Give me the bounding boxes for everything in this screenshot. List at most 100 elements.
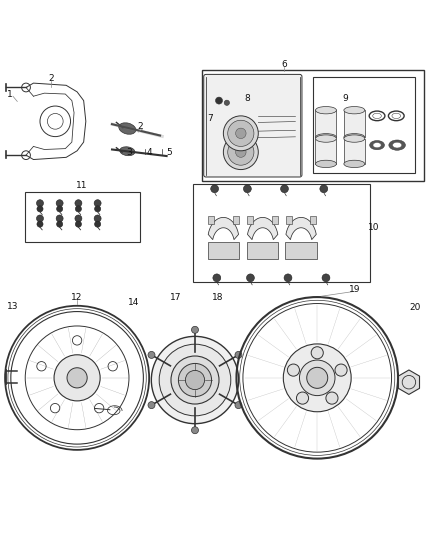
Text: 14: 14 bbox=[128, 298, 140, 307]
Circle shape bbox=[171, 356, 219, 404]
Circle shape bbox=[215, 97, 223, 104]
Circle shape bbox=[235, 402, 242, 409]
Ellipse shape bbox=[373, 113, 381, 118]
Circle shape bbox=[326, 392, 338, 404]
Circle shape bbox=[223, 135, 258, 169]
Bar bbox=[193, 183, 370, 282]
Circle shape bbox=[75, 215, 82, 222]
Ellipse shape bbox=[392, 113, 401, 118]
Bar bbox=[233, 215, 239, 224]
Circle shape bbox=[335, 364, 347, 376]
Polygon shape bbox=[286, 217, 316, 240]
FancyBboxPatch shape bbox=[204, 75, 302, 177]
Circle shape bbox=[67, 368, 87, 388]
Circle shape bbox=[236, 147, 246, 157]
Ellipse shape bbox=[315, 135, 336, 142]
Circle shape bbox=[224, 100, 230, 106]
Circle shape bbox=[211, 185, 219, 193]
Text: 9: 9 bbox=[343, 94, 349, 103]
Ellipse shape bbox=[389, 140, 406, 150]
Bar bbox=[208, 215, 214, 224]
Circle shape bbox=[228, 120, 254, 147]
Text: 10: 10 bbox=[368, 223, 380, 232]
Ellipse shape bbox=[392, 142, 402, 148]
Ellipse shape bbox=[315, 107, 336, 114]
Circle shape bbox=[185, 370, 205, 390]
Ellipse shape bbox=[120, 147, 135, 156]
Bar bbox=[344, 139, 365, 164]
Bar bbox=[286, 243, 317, 259]
Circle shape bbox=[300, 360, 335, 395]
Bar bbox=[208, 243, 239, 259]
Circle shape bbox=[151, 336, 239, 424]
Polygon shape bbox=[247, 217, 278, 240]
Bar bbox=[313, 77, 416, 173]
Ellipse shape bbox=[315, 160, 336, 167]
Text: 2: 2 bbox=[48, 74, 54, 83]
Bar bbox=[315, 139, 336, 164]
Bar bbox=[286, 215, 292, 224]
Circle shape bbox=[94, 200, 101, 207]
Circle shape bbox=[54, 355, 100, 401]
Text: 4: 4 bbox=[146, 148, 152, 157]
Circle shape bbox=[236, 128, 246, 139]
Circle shape bbox=[283, 344, 351, 412]
Circle shape bbox=[213, 274, 221, 282]
Circle shape bbox=[95, 206, 101, 212]
Text: 13: 13 bbox=[7, 302, 19, 311]
Bar bbox=[344, 110, 365, 138]
Circle shape bbox=[56, 200, 63, 207]
Bar bbox=[272, 215, 278, 224]
Text: 8: 8 bbox=[244, 94, 250, 103]
Circle shape bbox=[322, 274, 330, 282]
Circle shape bbox=[247, 274, 254, 282]
Ellipse shape bbox=[315, 134, 336, 141]
Bar bbox=[201, 70, 424, 181]
Text: 11: 11 bbox=[76, 181, 87, 190]
Circle shape bbox=[228, 139, 254, 165]
Circle shape bbox=[287, 364, 300, 376]
Circle shape bbox=[178, 364, 212, 397]
Text: 20: 20 bbox=[410, 303, 421, 312]
Circle shape bbox=[37, 221, 43, 227]
Ellipse shape bbox=[344, 160, 365, 167]
Circle shape bbox=[297, 392, 309, 404]
Polygon shape bbox=[208, 217, 239, 240]
Text: 3: 3 bbox=[127, 148, 132, 157]
Ellipse shape bbox=[373, 143, 381, 148]
Text: 18: 18 bbox=[212, 294, 224, 302]
Text: 17: 17 bbox=[170, 294, 181, 302]
Polygon shape bbox=[398, 370, 420, 394]
Text: 1: 1 bbox=[7, 90, 13, 99]
Circle shape bbox=[244, 185, 251, 193]
Circle shape bbox=[148, 402, 155, 409]
Bar bbox=[247, 243, 279, 259]
Ellipse shape bbox=[344, 135, 365, 142]
Ellipse shape bbox=[119, 123, 136, 134]
Circle shape bbox=[281, 185, 288, 193]
Circle shape bbox=[223, 116, 258, 151]
Circle shape bbox=[75, 221, 81, 227]
Bar bbox=[247, 215, 254, 224]
Bar bbox=[25, 192, 141, 243]
Circle shape bbox=[191, 427, 198, 434]
Text: 2: 2 bbox=[138, 122, 143, 131]
Bar bbox=[315, 110, 336, 138]
Text: 7: 7 bbox=[207, 114, 213, 123]
Circle shape bbox=[57, 221, 63, 227]
Circle shape bbox=[159, 344, 231, 416]
Circle shape bbox=[284, 274, 292, 282]
Circle shape bbox=[36, 215, 43, 222]
Circle shape bbox=[56, 215, 63, 222]
Circle shape bbox=[57, 206, 63, 212]
Text: 5: 5 bbox=[166, 148, 172, 157]
Circle shape bbox=[37, 206, 43, 212]
Circle shape bbox=[307, 367, 328, 389]
Circle shape bbox=[235, 351, 242, 358]
Text: 19: 19 bbox=[349, 285, 360, 294]
Circle shape bbox=[36, 200, 43, 207]
Ellipse shape bbox=[344, 134, 365, 141]
Circle shape bbox=[320, 185, 328, 193]
Circle shape bbox=[95, 221, 101, 227]
Text: 12: 12 bbox=[71, 294, 83, 302]
